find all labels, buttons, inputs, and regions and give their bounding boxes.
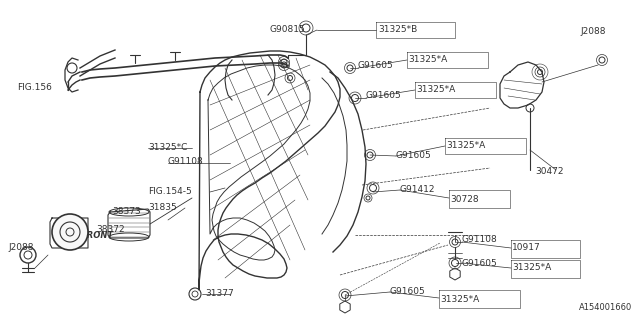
Text: A154001660: A154001660 <box>579 303 632 312</box>
Text: J2088: J2088 <box>580 28 605 36</box>
Text: G91605: G91605 <box>358 60 394 69</box>
Text: G91605: G91605 <box>390 287 426 297</box>
Text: J2088: J2088 <box>8 244 33 252</box>
Text: 31325*B: 31325*B <box>378 26 417 35</box>
Text: 30728: 30728 <box>450 196 479 204</box>
Text: 31325*A: 31325*A <box>416 85 455 94</box>
Text: G91605: G91605 <box>396 150 432 159</box>
Text: 10917: 10917 <box>512 244 541 252</box>
Text: 31835: 31835 <box>148 204 177 212</box>
Text: FIG.156: FIG.156 <box>17 84 52 92</box>
Text: G91412: G91412 <box>400 186 435 195</box>
Text: G91605: G91605 <box>462 259 498 268</box>
Text: 38373: 38373 <box>112 207 141 217</box>
Text: 30472: 30472 <box>535 167 563 177</box>
Text: 31325*A: 31325*A <box>408 55 447 65</box>
Circle shape <box>52 214 88 250</box>
Text: 31325*C: 31325*C <box>148 143 188 153</box>
Text: G90815: G90815 <box>270 26 306 35</box>
Text: 38372: 38372 <box>96 226 125 235</box>
Text: G91108: G91108 <box>462 236 498 244</box>
Text: 31325*A: 31325*A <box>440 295 479 305</box>
Text: G91605: G91605 <box>366 92 402 100</box>
Text: FIG.154-5: FIG.154-5 <box>148 188 192 196</box>
Text: FRONT: FRONT <box>82 231 114 241</box>
Text: 31325*A: 31325*A <box>446 141 485 150</box>
Text: 31377: 31377 <box>205 290 234 299</box>
Text: G91108: G91108 <box>168 157 204 166</box>
Text: 31325*A: 31325*A <box>512 263 551 273</box>
